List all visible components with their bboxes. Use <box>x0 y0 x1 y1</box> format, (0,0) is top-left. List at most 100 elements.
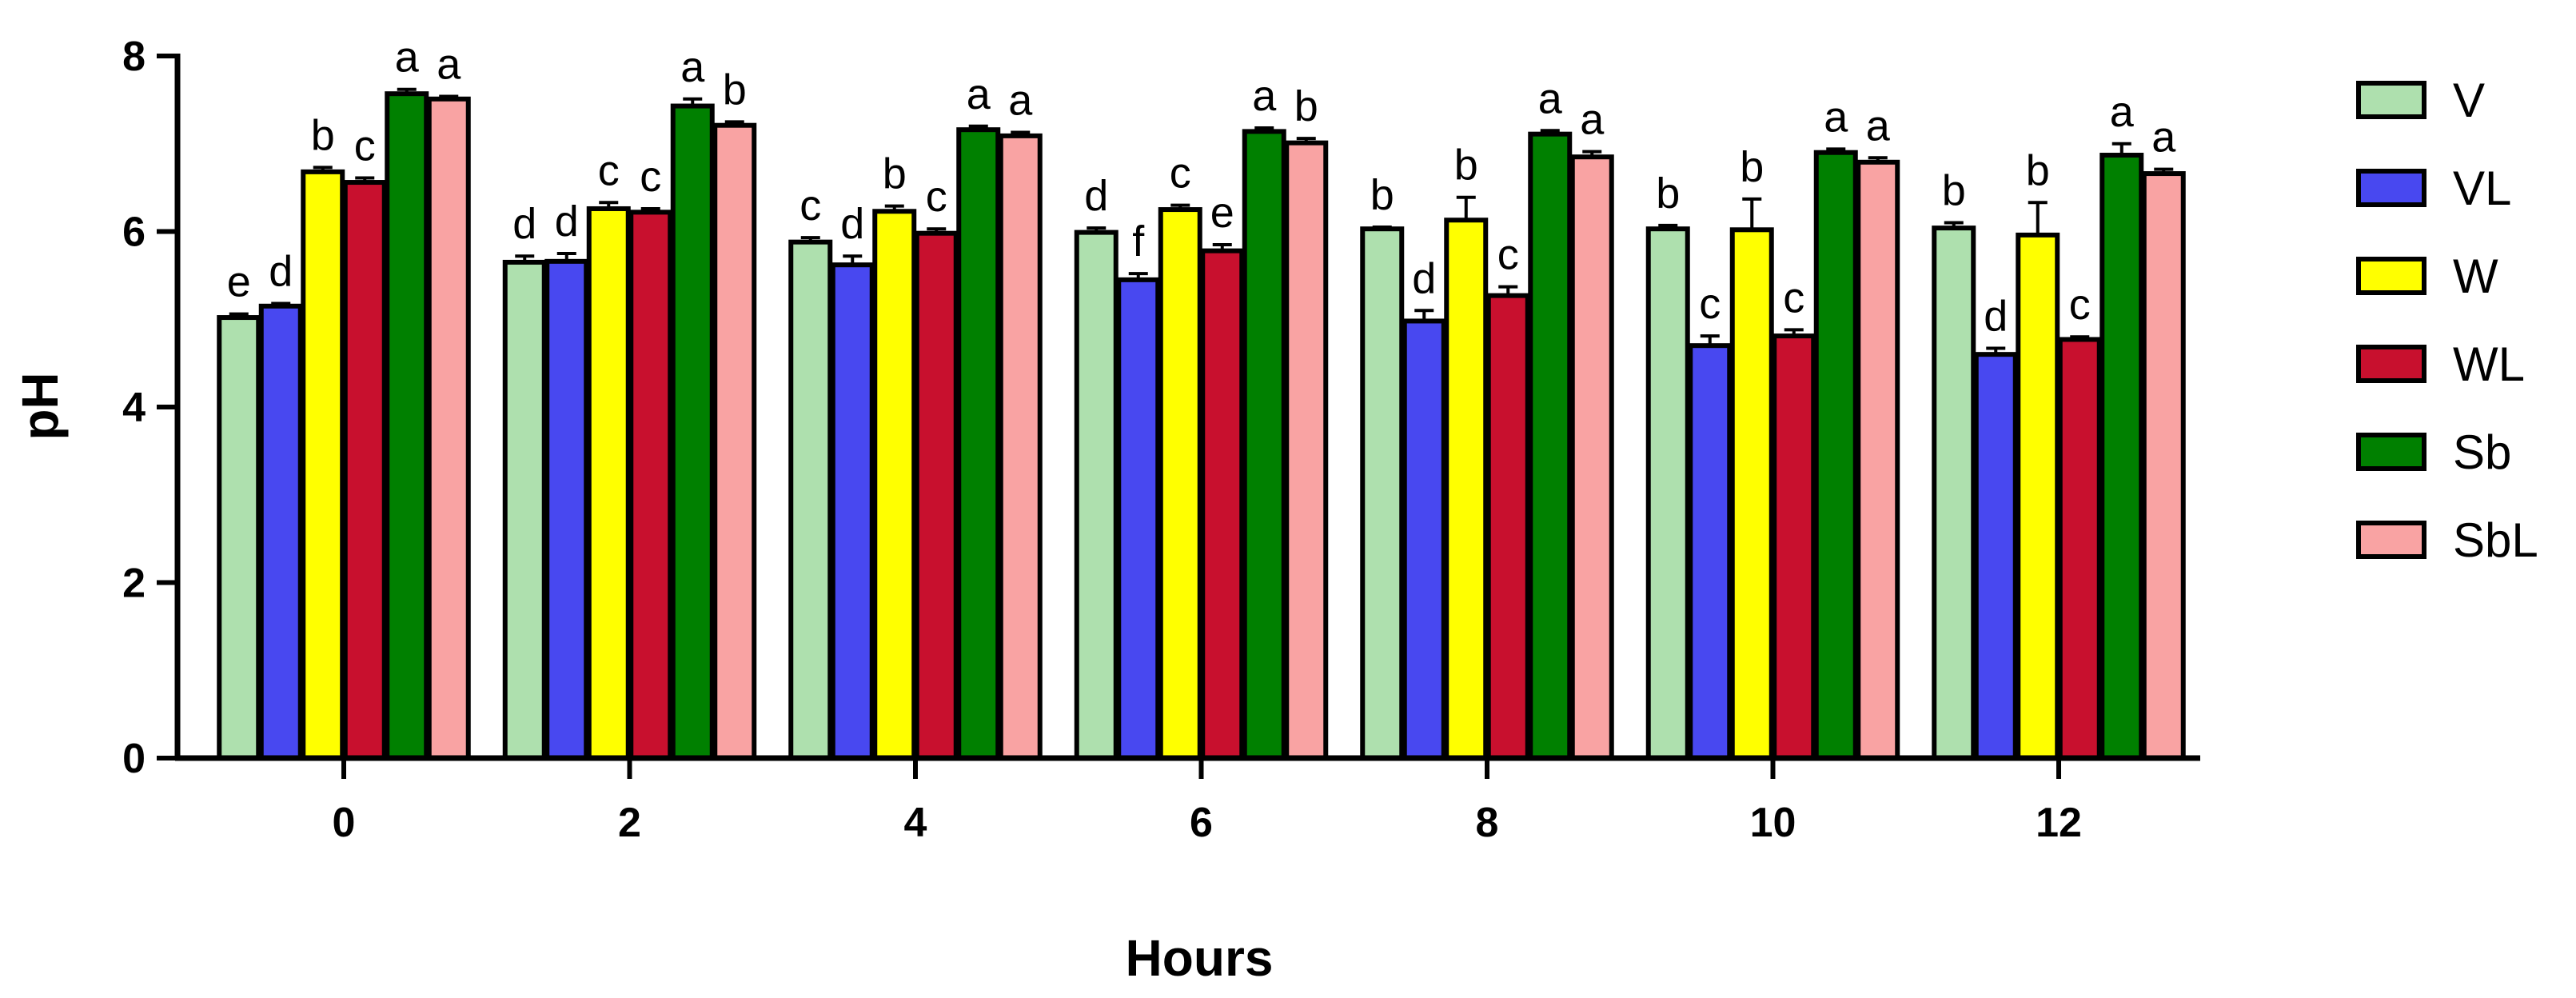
significance-letter-WL-12: c <box>2069 281 2091 329</box>
significance-letter-SbL-4: a <box>1008 76 1033 124</box>
error-bar-WL-10 <box>1784 328 1804 337</box>
legend-label-WL: WL <box>2453 337 2525 391</box>
y-tick-label-4: 4 <box>122 385 146 431</box>
significance-letter-Sb-2: a <box>680 43 705 91</box>
bar-Sb-12 <box>2099 153 2144 760</box>
error-bar-Sb-10 <box>1826 147 1846 153</box>
bars-layer <box>217 87 2186 761</box>
legend-swatch-Sb <box>2356 433 2426 471</box>
bar-V-0 <box>217 315 261 760</box>
bar-WL-10 <box>1772 333 1816 761</box>
significance-letter-VL-4: d <box>840 200 864 248</box>
error-bar-V-8 <box>1372 226 1392 230</box>
bar-WL-2 <box>628 210 673 761</box>
significance-letter-WL-6: e <box>1210 189 1234 237</box>
bar-Sb-8 <box>1528 131 1573 761</box>
bar-SbL-10 <box>1856 159 1900 761</box>
error-bar-SbL-8 <box>1582 150 1602 158</box>
error-bar-VL-12 <box>1986 346 2006 355</box>
significance-letter-VL-2: d <box>555 198 579 246</box>
significance-letter-W-2: c <box>598 146 620 194</box>
error-bar-W-2 <box>599 201 619 209</box>
error-bar-VL-10 <box>1700 334 1720 346</box>
significance-letter-V-4: c <box>800 182 821 230</box>
error-bar-W-12 <box>2028 201 2048 235</box>
bar-WL-4 <box>914 230 959 760</box>
error-bar-Sb-6 <box>1254 126 1274 132</box>
bar-V-12 <box>1932 226 1976 760</box>
legend-label-W: W <box>2453 250 2498 303</box>
legend-label-Sb: Sb <box>2453 425 2511 479</box>
error-bar-SbL-10 <box>1868 156 1888 162</box>
error-bar-VL-6 <box>1128 272 1148 280</box>
bar-VL-8 <box>1402 318 1446 760</box>
significance-letter-W-0: b <box>311 111 335 159</box>
significance-letter-VL-0: d <box>269 247 293 295</box>
significance-letter-SbL-8: a <box>1580 96 1605 144</box>
x-tick-label-0: 0 <box>333 800 356 846</box>
error-bar-WL-6 <box>1212 242 1232 251</box>
significance-letter-V-8: b <box>1370 171 1394 219</box>
legend-item-W: W <box>2356 250 2498 303</box>
legend-label-VL: VL <box>2453 162 2511 215</box>
significance-letter-VL-6: f <box>1132 218 1145 265</box>
error-bar-Sb-0 <box>397 87 417 94</box>
legend-label-V: V <box>2453 74 2485 127</box>
significance-letter-SbL-0: a <box>437 40 461 88</box>
significance-letter-W-12: b <box>2026 146 2050 194</box>
error-bar-W-4 <box>884 204 904 212</box>
significance-letter-VL-10: c <box>1699 280 1721 328</box>
bar-SbL-0 <box>426 96 471 760</box>
bar-WL-0 <box>342 180 387 761</box>
error-bar-V-0 <box>229 312 249 318</box>
error-bar-VL-4 <box>843 254 863 265</box>
significance-letter-Sb-4: a <box>967 70 991 118</box>
bar-SbL-2 <box>712 122 757 760</box>
significance-letter-Sb-12: a <box>2110 88 2135 136</box>
bar-Sb-10 <box>1813 150 1858 761</box>
bar-V-6 <box>1074 230 1119 761</box>
bar-WL-8 <box>1485 293 1530 760</box>
error-bar-W-6 <box>1170 203 1190 210</box>
significance-letter-WL-10: c <box>1783 273 1804 321</box>
error-bar-W-0 <box>313 166 333 172</box>
bar-V-4 <box>788 239 833 761</box>
error-bar-V-10 <box>1658 223 1678 230</box>
significance-letter-SbL-6: b <box>1294 82 1318 130</box>
error-bar-W-10 <box>1742 197 1762 230</box>
legend-swatch-WL <box>2356 345 2426 383</box>
x-tick-label-12: 12 <box>2036 800 2082 846</box>
significance-letter-WL-0: c <box>354 122 376 170</box>
error-bar-V-12 <box>1944 221 1964 229</box>
significance-letter-W-4: b <box>883 150 907 198</box>
bar-V-2 <box>502 259 547 761</box>
bar-Sb-0 <box>385 91 429 760</box>
significance-letter-WL-4: c <box>926 173 947 221</box>
x-tick-label-4: 4 <box>904 800 927 846</box>
error-bar-SbL-6 <box>1296 137 1316 143</box>
bar-W-6 <box>1158 207 1202 760</box>
bar-SbL-4 <box>998 133 1043 760</box>
error-bar-WL-12 <box>2070 335 2090 340</box>
bar-V-8 <box>1360 226 1405 760</box>
significance-letter-W-8: b <box>1454 142 1478 190</box>
significance-letter-V-6: d <box>1084 172 1108 220</box>
x-tick-label-8: 8 <box>1476 800 1499 846</box>
bar-VL-0 <box>258 303 303 761</box>
error-bar-VL-0 <box>271 301 291 306</box>
bar-VL-2 <box>544 258 589 760</box>
error-bar-Sb-2 <box>683 97 703 106</box>
significance-letter-SbL-2: b <box>723 66 747 114</box>
bar-VL-4 <box>830 262 875 760</box>
error-bar-SbL-4 <box>1011 130 1031 136</box>
bar-SbL-8 <box>1569 154 1614 760</box>
legend-swatch-SbL <box>2356 521 2426 559</box>
y-tick-label-6: 6 <box>122 210 146 256</box>
error-bar-W-8 <box>1456 195 1476 221</box>
bar-W-4 <box>872 209 917 760</box>
error-bar-Sb-12 <box>2111 142 2131 156</box>
error-bar-SbL-12 <box>2154 167 2174 174</box>
bar-V-10 <box>1645 226 1690 760</box>
